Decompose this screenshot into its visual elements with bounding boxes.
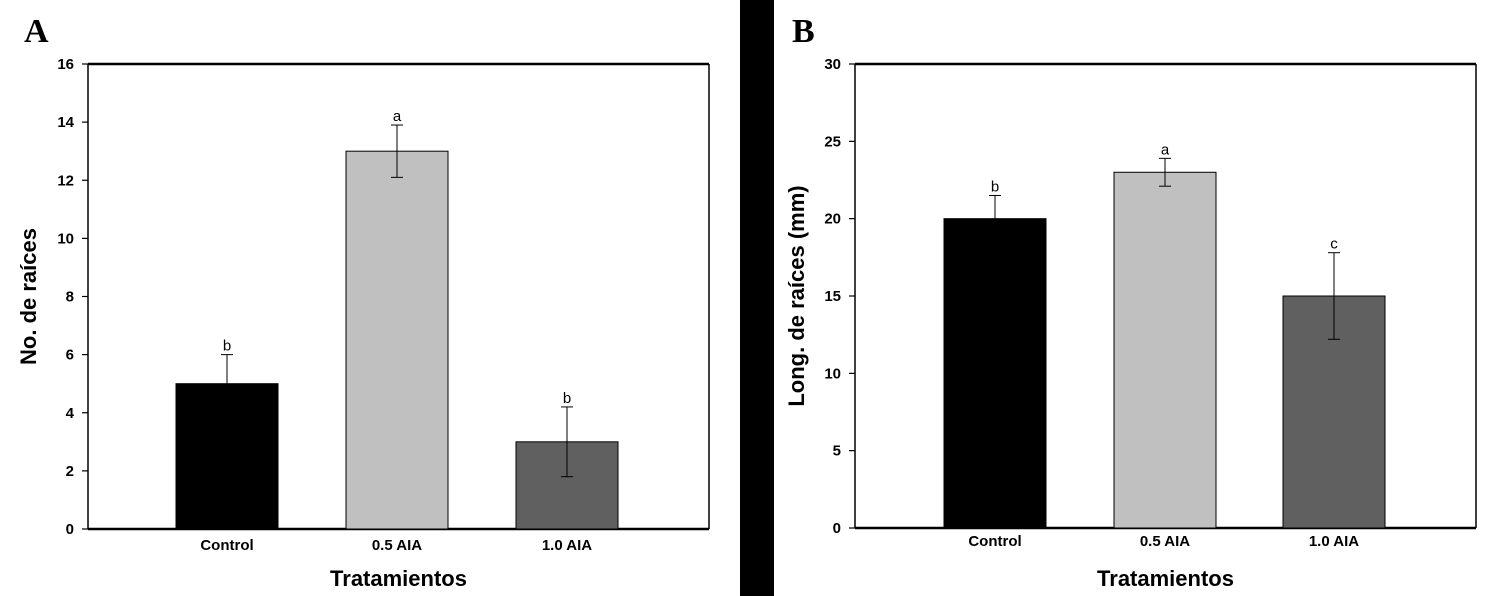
y-tick-label: 14 [57,114,74,131]
y-axis-title: Long. de raíces (mm) [784,185,809,406]
y-tick-label: 12 [57,172,74,189]
x-tick-label: 1.0 AIA [542,537,592,554]
panel-letter: B [792,13,815,50]
panel-letter: A [24,13,49,50]
significance-label: b [563,390,571,407]
x-tick-label: 1.0 AIA [1309,533,1359,550]
bar-0-5-aia [345,150,449,530]
x-axis-title: Tratamientos [330,566,467,591]
bar-0-5-aia [1113,171,1217,529]
x-tick-label: 0.5 AIA [372,537,422,554]
y-tick-label: 25 [824,133,841,150]
panel-b: B 0 5 10 15 20 25 30 b Control a 0.5 AIA c 1.0 AIA Tra… [784,13,1477,591]
x-tick-label: 0.5 AIA [1140,533,1190,550]
y-tick-label: 8 [66,289,74,306]
significance-label: a [393,108,402,125]
y-tick-label: 15 [824,288,841,305]
y-tick-label: 0 [66,521,74,538]
y-tick-label: 10 [57,230,74,247]
y-tick-label: 20 [824,211,841,228]
y-tick-label: 4 [66,405,75,422]
y-tick-label: 10 [824,365,841,382]
panel-separator [740,0,774,596]
panel-a: A 0 2 4 6 8 10 12 14 16 b Control a 0.5 AIA b 1.0 AIA Tr… [16,13,710,591]
significance-label: b [991,178,999,195]
y-axis-title: No. de raíces [16,228,41,365]
y-tick-label: 30 [824,56,841,73]
x-tick-label: Control [968,533,1021,550]
significance-label: c [1330,236,1338,253]
bar-control [943,218,1047,529]
significance-label: b [223,338,231,355]
x-axis-title: Tratamientos [1097,566,1234,591]
y-tick-label: 0 [833,520,841,537]
y-tick-label: 16 [57,56,74,73]
significance-label: a [1161,141,1170,158]
y-tick-label: 6 [66,347,74,364]
y-tick-label: 5 [833,443,841,460]
x-tick-label: Control [200,537,253,554]
y-tick-label: 2 [66,463,74,480]
